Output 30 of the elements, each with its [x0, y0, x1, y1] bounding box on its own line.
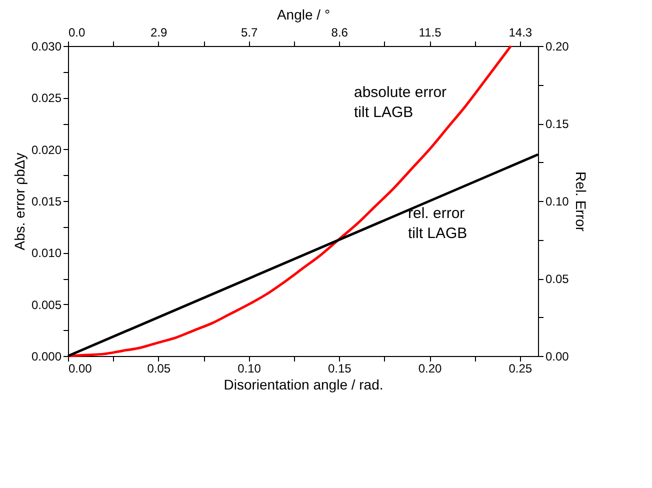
annotation: rel. error tilt LAGB [408, 205, 468, 242]
x2-tick-label: 8.6 [331, 26, 348, 40]
y-tick-label: 0.010 [31, 246, 62, 260]
y2-tick-label: 0.05 [546, 272, 570, 286]
x2-tick-label: 2.9 [150, 26, 168, 40]
y2-axis-title: Rel. Error [572, 172, 589, 232]
x-tick-label: 0.10 [238, 362, 262, 376]
y2-tick-label: 0.15 [546, 117, 570, 131]
y2-tick-label: 0.10 [546, 194, 570, 208]
x2-axis-title: Angle / ° [276, 6, 330, 22]
x2-tick-label: 11.5 [418, 26, 442, 40]
y2-tick-label: 0.00 [546, 350, 570, 364]
y-tick-label: 0.005 [31, 298, 62, 312]
y2-tick-label: 0.20 [546, 40, 570, 54]
y-tick-label: 0.015 [31, 194, 62, 208]
x-tick-label: 0.25 [508, 362, 532, 376]
annotation: absolute error tilt LAGB [354, 84, 447, 121]
x2-tick-label: 5.7 [240, 26, 258, 40]
y-tick-label: 0.000 [31, 350, 62, 364]
x-tick-label: 0.15 [328, 362, 352, 376]
x-tick-label: 0.00 [68, 362, 92, 376]
y-tick-label: 0.025 [31, 91, 62, 106]
y-axis-title: Abs. error ρbΔy [11, 152, 28, 250]
x-axis-title: Disorientation angle / rad. [224, 376, 384, 392]
x-tick-label: 0.05 [147, 362, 171, 376]
x-tick-label: 0.20 [418, 362, 442, 376]
y-tick-label: 0.020 [31, 142, 62, 157]
y-tick-label: 0.030 [31, 40, 62, 54]
x2-tick-label: 14.3 [508, 26, 532, 40]
x2-tick-label: 0.0 [68, 26, 86, 40]
